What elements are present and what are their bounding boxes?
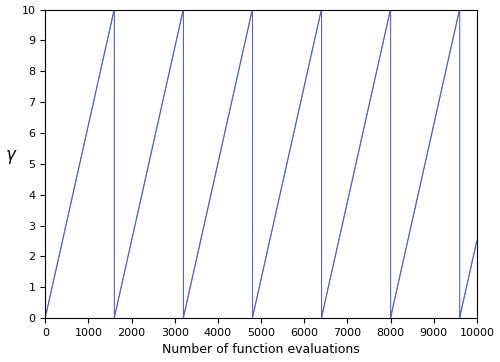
Y-axis label: γ: γ	[6, 146, 16, 164]
X-axis label: Number of function evaluations: Number of function evaluations	[162, 344, 360, 357]
